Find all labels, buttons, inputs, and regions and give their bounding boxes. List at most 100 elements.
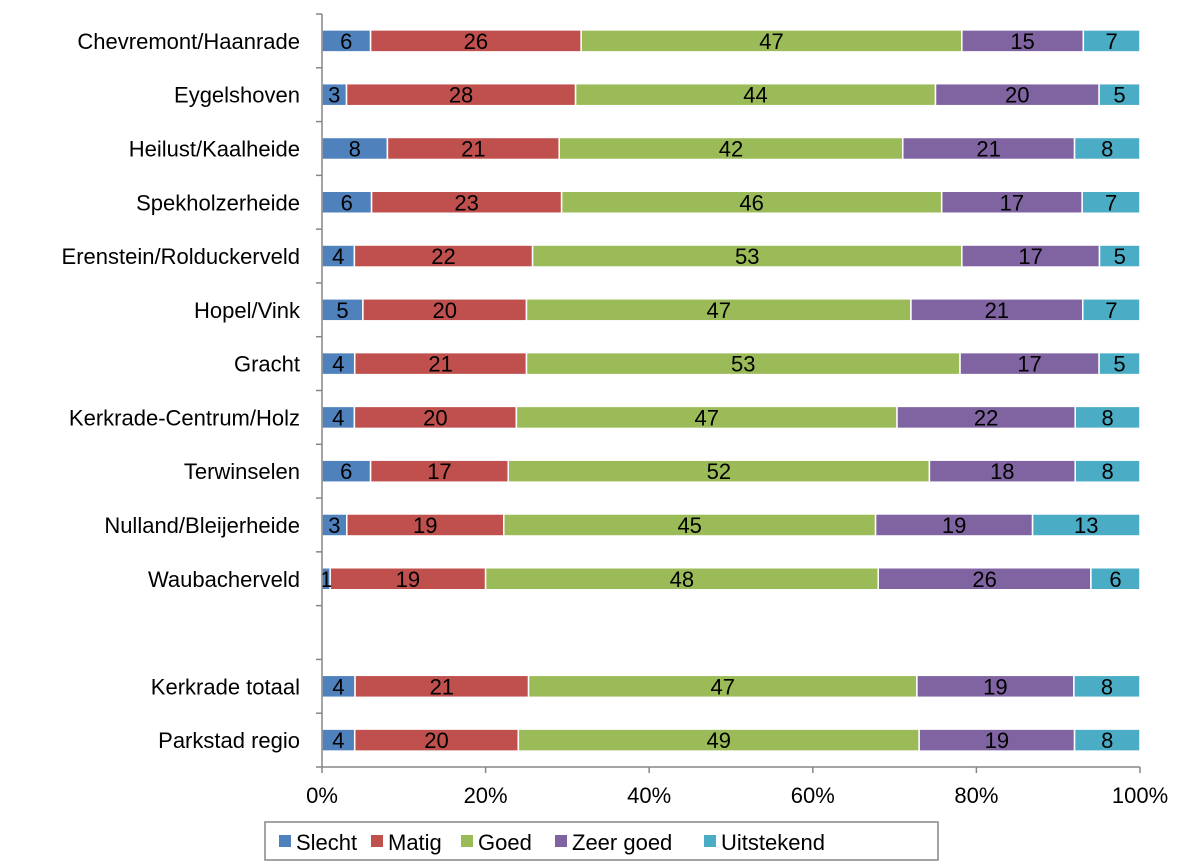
legend-swatch (279, 835, 291, 847)
data-label: 15 (1010, 29, 1034, 54)
data-label: 48 (670, 567, 694, 592)
data-label: 3 (328, 83, 340, 108)
x-tick-label: 100% (1112, 783, 1168, 808)
data-label: 4 (332, 352, 344, 377)
data-label: 21 (428, 352, 452, 377)
category-label: Kerkrade totaal (151, 674, 300, 699)
data-label: 47 (759, 29, 783, 54)
data-label: 7 (1105, 298, 1117, 323)
data-label: 45 (677, 513, 701, 538)
data-label: 19 (985, 728, 1009, 753)
data-label: 42 (719, 136, 743, 161)
bar-segment-uitstekend (1073, 674, 1141, 699)
data-label: 8 (1101, 459, 1113, 484)
data-label: 47 (710, 674, 734, 699)
x-tick-label: 40% (627, 783, 671, 808)
data-label: 19 (396, 567, 420, 592)
x-tick-label: 60% (791, 783, 835, 808)
category-label: Terwinselen (184, 459, 300, 484)
bar-segment-uitstekend (1073, 728, 1141, 752)
legend-label: Uitstekend (721, 830, 825, 855)
data-label: 6 (340, 459, 352, 484)
legend-label: Goed (478, 830, 532, 855)
data-label: 8 (1101, 728, 1113, 753)
data-label: 4 (332, 674, 344, 699)
data-label: 53 (731, 352, 755, 377)
category-label: Nulland/Bleijerheide (104, 513, 300, 538)
data-label: 20 (432, 298, 456, 323)
data-label: 21 (976, 136, 1000, 161)
data-label: 20 (424, 728, 448, 753)
bar-segment-uitstekend (1081, 190, 1141, 214)
data-label: 8 (1101, 405, 1113, 430)
data-label: 5 (336, 298, 348, 323)
data-label: 17 (1017, 352, 1041, 377)
category-label: Chevremont/Haanrade (77, 29, 300, 54)
data-label: 28 (449, 83, 473, 108)
data-label: 20 (423, 405, 447, 430)
legend-label: Slecht (296, 830, 357, 855)
x-axis: 0% 20% 40% 60% 80% 100% (306, 766, 1168, 808)
data-label: 47 (694, 405, 718, 430)
bar-segment-uitstekend (1073, 136, 1141, 161)
data-label: 21 (461, 136, 485, 161)
category-label: Kerkrade-Centrum/Holz (69, 405, 300, 430)
data-label: 47 (706, 298, 730, 323)
data-label: 18 (990, 459, 1014, 484)
category-label: Heilust/Kaalheide (129, 136, 300, 161)
data-label: 17 (1018, 244, 1042, 269)
data-label: 19 (413, 513, 437, 538)
category-label: Waubacherveld (148, 567, 300, 592)
data-label: 1 (320, 567, 332, 592)
data-label: 4 (332, 728, 344, 753)
data-label: 8 (1101, 136, 1113, 161)
legend: Slecht Matig Goed Zeer goed Uitstekend (264, 821, 939, 861)
data-label: 6 (340, 29, 352, 54)
legend-swatch (555, 835, 567, 847)
bar-segment-uitstekend (1074, 405, 1141, 430)
legend-label: Matig (388, 830, 442, 855)
legend-item-goed: Goed (461, 830, 532, 855)
data-label: 6 (341, 190, 353, 215)
x-tick-label: 80% (954, 783, 998, 808)
category-label: Eygelshoven (174, 83, 300, 108)
data-label: 52 (707, 459, 731, 484)
legend-label: Zeer goed (572, 830, 672, 855)
legend-swatch (704, 835, 716, 847)
data-label: 44 (743, 83, 767, 108)
data-label: 4 (332, 244, 344, 269)
y-axis: Chevremont/Haanrade Eygelshoven Heilust/Ka… (62, 13, 323, 768)
data-label: 20 (1005, 83, 1029, 108)
data-label: 5 (1113, 352, 1125, 377)
bar-segment-uitstekend (1098, 351, 1141, 376)
data-label: 7 (1106, 29, 1118, 54)
data-label: 26 (464, 29, 488, 54)
bar-segment-uitstekend (1031, 513, 1141, 537)
data-label: 8 (349, 136, 361, 161)
data-labels-layer: 6 26 47 15 73 28 44 20 58 21 42 21 86 23 46 17 74 22 53 17 5… (320, 29, 1126, 753)
data-label: 46 (739, 190, 763, 215)
data-label: 23 (454, 190, 478, 215)
category-label: Erenstein/Rolduckerveld (62, 244, 300, 269)
x-tick-label: 0% (306, 783, 338, 808)
data-label: 26 (972, 567, 996, 592)
data-label: 21 (430, 674, 454, 699)
data-label: 49 (706, 728, 730, 753)
category-label: Spekholzerheide (136, 190, 300, 215)
data-label: 7 (1105, 190, 1117, 215)
data-label: 5 (1114, 244, 1126, 269)
legend-swatch (371, 835, 383, 847)
legend-item-matig: Matig (371, 830, 442, 855)
bar-segment-uitstekend (1074, 459, 1141, 483)
data-label: 8 (1101, 674, 1113, 699)
bar-segment-uitstekend (1090, 567, 1141, 591)
data-label: 17 (427, 459, 451, 484)
category-label: Parkstad regio (158, 728, 300, 753)
data-label: 19 (942, 513, 966, 538)
legend-swatch (461, 835, 473, 847)
data-label: 6 (1109, 567, 1121, 592)
legend-item-zeer-goed: Zeer goed (555, 830, 672, 855)
data-label: 4 (332, 405, 344, 430)
